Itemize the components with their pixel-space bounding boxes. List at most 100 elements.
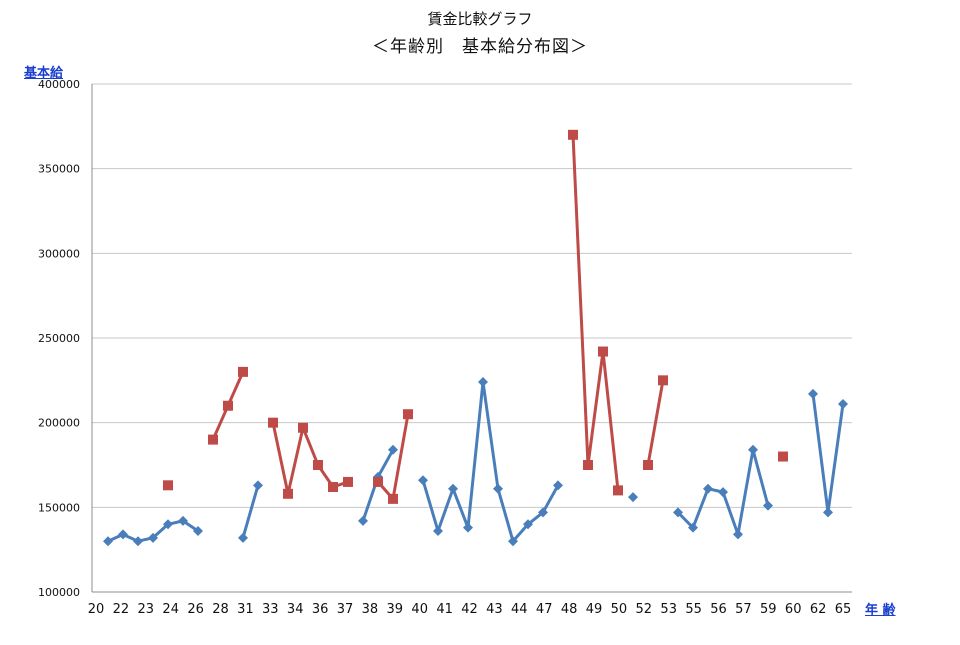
x-tick-label: 53 xyxy=(660,602,677,617)
data-point xyxy=(673,507,683,518)
x-tick-label: 40 xyxy=(411,602,428,617)
y-tick-label: 200000 xyxy=(38,417,80,430)
data-point xyxy=(523,519,533,530)
data-point xyxy=(358,515,368,526)
x-tick-label: 52 xyxy=(636,602,653,617)
x-tick-label: 57 xyxy=(735,602,752,617)
x-tick-label: 36 xyxy=(312,602,329,617)
data-point xyxy=(238,532,248,543)
data-point xyxy=(253,480,263,491)
x-axis-title[interactable]: 年 齢 xyxy=(865,603,896,618)
x-tick-label: 47 xyxy=(536,602,553,617)
data-point xyxy=(403,409,413,420)
x-tick-label: 44 xyxy=(511,602,528,617)
x-tick-label: 60 xyxy=(785,602,802,617)
data-point xyxy=(463,522,473,533)
y-tick-label: 100000 xyxy=(38,586,80,599)
data-point xyxy=(748,444,758,455)
data-point xyxy=(478,377,488,388)
data-point xyxy=(313,460,323,470)
series-line xyxy=(213,135,783,499)
data-point xyxy=(343,476,353,487)
data-point xyxy=(103,536,113,547)
y-axis-title[interactable]: 基本給 xyxy=(24,66,64,81)
x-tick-label: 48 xyxy=(561,602,578,617)
data-point xyxy=(298,422,308,433)
data-point xyxy=(718,487,728,498)
data-point xyxy=(508,536,518,547)
x-tick-label: 23 xyxy=(138,602,155,617)
data-point xyxy=(448,483,458,494)
x-tick-label: 37 xyxy=(337,602,354,617)
x-tick-label: 34 xyxy=(287,602,304,617)
x-tick-label: 22 xyxy=(113,602,130,617)
y-tick-label: 250000 xyxy=(38,332,80,345)
data-point xyxy=(388,493,398,504)
data-point xyxy=(553,480,563,491)
data-point xyxy=(628,492,638,503)
x-tick-label: 20 xyxy=(88,602,105,617)
x-tick-label: 33 xyxy=(262,602,279,617)
data-point xyxy=(568,129,578,140)
x-tick-label: 59 xyxy=(760,602,777,617)
data-point xyxy=(703,483,713,494)
data-point xyxy=(163,519,173,530)
data-point xyxy=(163,480,173,491)
data-point xyxy=(838,399,848,410)
x-tick-label: 28 xyxy=(212,602,229,617)
y-tick-label: 350000 xyxy=(38,163,80,176)
data-point xyxy=(148,532,158,543)
series-1 xyxy=(103,377,848,547)
data-point xyxy=(658,375,668,386)
chart-title: 賃金比較グラフ xyxy=(427,10,533,28)
x-tick-label: 49 xyxy=(586,602,603,617)
x-tick-label: 62 xyxy=(810,602,827,617)
data-point xyxy=(268,417,278,428)
data-point xyxy=(223,400,233,411)
data-point xyxy=(613,485,623,496)
data-point xyxy=(823,507,833,518)
data-point xyxy=(763,500,773,511)
data-point xyxy=(643,460,653,470)
series-2 xyxy=(163,129,788,504)
x-tick-label: 39 xyxy=(387,602,404,617)
x-tick-label: 41 xyxy=(436,602,453,617)
data-point xyxy=(733,529,743,540)
x-tick-label: 42 xyxy=(461,602,478,617)
data-point xyxy=(133,536,143,547)
data-point xyxy=(583,460,593,470)
x-tick-label: 55 xyxy=(685,602,702,617)
data-point xyxy=(238,366,248,377)
x-tick-label: 24 xyxy=(162,602,179,617)
x-tick-label: 31 xyxy=(237,602,254,617)
data-point xyxy=(808,388,818,399)
y-tick-label: 400000 xyxy=(38,78,80,91)
x-tick-label: 43 xyxy=(486,602,503,617)
data-point xyxy=(178,515,188,526)
data-point xyxy=(193,526,203,537)
x-tick-label: 50 xyxy=(611,602,628,617)
data-point xyxy=(373,476,383,487)
series-layer xyxy=(103,129,848,547)
series-line xyxy=(107,380,845,543)
data-point xyxy=(328,482,338,493)
data-point xyxy=(118,529,128,540)
data-point xyxy=(388,444,398,455)
data-point xyxy=(493,483,503,494)
data-point xyxy=(778,451,788,462)
data-point xyxy=(688,522,698,533)
data-point xyxy=(283,488,293,499)
data-point xyxy=(433,526,443,537)
data-point xyxy=(208,434,218,445)
y-tick-label: 150000 xyxy=(38,501,80,514)
x-tick-label: 56 xyxy=(710,602,727,617)
x-tick-label: 38 xyxy=(362,602,379,617)
grid-layer xyxy=(92,83,852,593)
chart-subtitle: ＜年齢別 基本給分布図＞ xyxy=(372,37,588,57)
x-tick-label: 26 xyxy=(187,602,204,617)
data-point xyxy=(538,507,548,518)
axis-layer xyxy=(91,84,852,593)
y-tick-label: 300000 xyxy=(38,247,80,260)
